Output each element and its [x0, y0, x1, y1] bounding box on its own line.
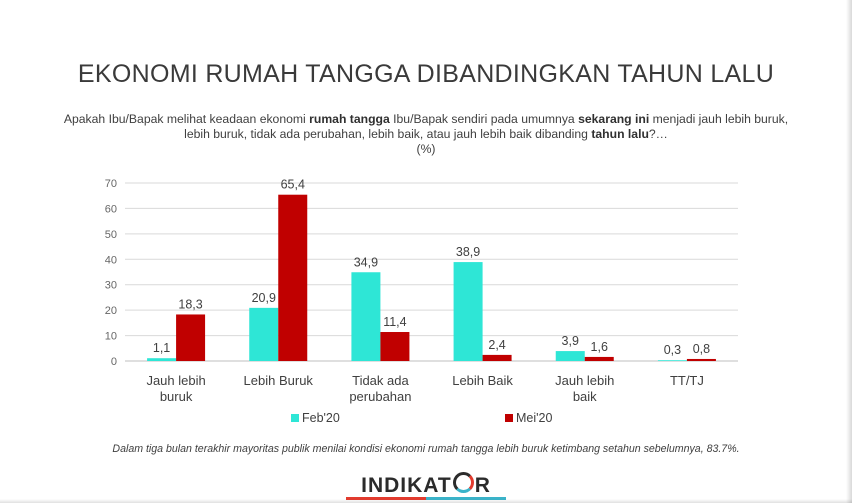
- bar-mei20: [584, 356, 614, 361]
- x-category-label: Lebih Buruk: [244, 373, 314, 388]
- logo-o-mark-icon: [452, 472, 474, 493]
- data-label: 1,1: [153, 341, 170, 355]
- question-bold-1: rumah tangga: [309, 112, 390, 126]
- question-text-4: ?…: [648, 127, 668, 141]
- y-tick-label: 20: [105, 305, 117, 317]
- question-text-1: Apakah Ibu/Bapak melihat keadaan ekonomi: [63, 112, 310, 126]
- legend-label: Mei'20: [516, 411, 552, 425]
- y-tick-label: 0: [111, 356, 117, 368]
- bar-mei20: [380, 332, 410, 361]
- unit-label: (%): [416, 142, 436, 156]
- x-category-label: Jauh lebih: [555, 373, 614, 388]
- x-category-label: buruk: [160, 389, 193, 404]
- data-label: 0,3: [664, 343, 681, 357]
- y-tick-label: 60: [105, 203, 117, 215]
- chart-footnote: Dalam tiga bulan terakhir mayoritas publ…: [112, 443, 740, 455]
- data-label: 0,8: [693, 342, 710, 356]
- legend-swatch: [291, 414, 299, 422]
- data-label: 2,4: [488, 338, 505, 352]
- bar-mei20: [176, 314, 206, 361]
- bar-feb20: [249, 307, 279, 361]
- legend-swatch: [505, 414, 513, 422]
- y-tick-label: 70: [105, 178, 117, 190]
- data-label: 3,9: [562, 334, 579, 348]
- bar-feb20: [351, 272, 381, 361]
- bar-feb20: [657, 360, 687, 361]
- data-label: 18,3: [178, 297, 202, 311]
- data-label: 20,9: [252, 291, 276, 305]
- legend-label: Feb'20: [302, 411, 340, 425]
- x-category-label: Jauh lebih: [146, 373, 205, 388]
- data-label: 11,4: [383, 315, 406, 329]
- data-label: 38,9: [456, 245, 480, 259]
- data-label: 34,9: [354, 255, 378, 269]
- question-bold-2: sekarang ini: [578, 112, 650, 126]
- bar-feb20: [453, 262, 483, 361]
- question-text-2: Ibu/Bapak sendiri pada umumnya: [389, 112, 579, 126]
- x-category-label: Lebih Baik: [452, 373, 513, 388]
- bar-mei20: [482, 354, 512, 361]
- survey-question: Apakah Ibu/Bapak melihat keadaan ekonomi…: [60, 112, 792, 157]
- question-bold-3: tahun lalu: [591, 127, 649, 141]
- y-tick-label: 30: [105, 280, 117, 292]
- x-category-label: perubahan: [349, 389, 411, 404]
- data-label: 65,4: [281, 178, 305, 192]
- slide-title: EKONOMI RUMAH TANGGA DIBANDINGKAN TAHUN …: [77, 60, 775, 88]
- logo-text-left: INDIKAT: [361, 474, 452, 497]
- y-tick-label: 50: [105, 229, 117, 241]
- data-label: 1,6: [591, 340, 608, 354]
- slide-shadow-right: [846, 0, 852, 503]
- logo-text-right: R: [474, 474, 491, 497]
- slide-shadow-bottom: [0, 499, 852, 503]
- bar-mei20: [278, 194, 308, 361]
- y-tick-label: 40: [105, 254, 117, 266]
- bar-feb20: [555, 351, 585, 361]
- logo-underline: [346, 497, 506, 500]
- x-category-label: TT/TJ: [670, 373, 704, 388]
- bar-feb20: [147, 358, 177, 361]
- question-text-3: menjadi jauh lebih buruk, lebih buruk, t…: [184, 112, 789, 141]
- x-category-label: Tidak ada: [352, 373, 409, 388]
- x-category-label: baik: [573, 389, 597, 404]
- bar-mei20: [686, 358, 716, 361]
- y-tick-label: 10: [105, 331, 117, 343]
- indikator-logo: INDIKAT R: [0, 472, 852, 500]
